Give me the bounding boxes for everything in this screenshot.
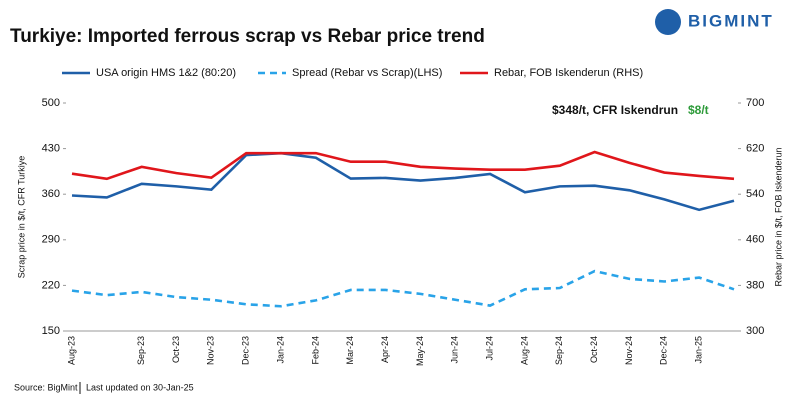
source: Source: BigMint [14,382,78,392]
x-tick-label: Jun-24 [450,336,460,364]
logo-icon [655,9,681,35]
x-tick-label: Oct-24 [589,336,599,363]
x-tick-label: Jan-24 [275,336,285,364]
x-tick-label: Dec-24 [659,336,669,365]
x-tick-label: Dec-23 [241,336,251,365]
y-tick-label: 500 [42,97,60,109]
x-tick-label: Jul-24 [484,336,494,361]
x-tick-label: Jan-25 [694,336,704,364]
x-tick-label: Nov-23 [206,336,216,365]
annotation: $348/t, CFR Iskendrun [552,103,678,117]
y-tick-label: 430 [42,143,60,155]
annotation-change: $8/t [688,103,709,117]
legend-label: Rebar, FOB Iskenderun (RHS) [494,67,643,79]
line-series [71,151,735,212]
y2-tick-label: 700 [746,97,764,109]
y-tick-label: 150 [42,325,60,337]
y2-tick-label: 300 [746,325,764,337]
chart-title: Turkiye: Imported ferrous scrap vs Rebar… [10,26,485,47]
legend-label: Spread (Rebar vs Scrap)(LHS) [292,67,442,79]
y2-axis-label: Rebar price in $/t, FOB Iskenderun [773,147,783,286]
x-tick-label: Feb-24 [310,336,320,365]
x-tick-label: Oct-23 [171,336,181,363]
x-tick-label: Sep-23 [136,336,146,365]
x-tick-label: May-24 [415,336,425,366]
x-tick-label: Aug-23 [66,336,76,365]
y2-tick-label: 620 [746,143,764,155]
y2-tick-label: 380 [746,279,764,291]
updated: Last updated on 30-Jan-25 [86,382,194,392]
line-series [71,269,735,308]
legend-label: USA origin HMS 1&2 (80:20) [96,67,236,79]
x-tick-label: Sep-24 [554,336,564,365]
x-tick-label: Apr-24 [380,336,390,363]
y-tick-label: 360 [42,188,60,200]
y-axis-label: Scrap price in $/t, CFR Turkiye [16,156,26,279]
brand: BIGMINT [688,11,774,30]
y-tick-label: 290 [42,234,60,246]
x-tick-label: Aug-24 [519,336,529,365]
line-series [71,150,735,181]
y2-tick-label: 540 [746,188,764,200]
y2-tick-label: 460 [746,234,764,246]
x-tick-label: Mar-24 [345,336,355,365]
x-tick-label: Nov-24 [624,336,634,365]
y-tick-label: 220 [42,279,60,291]
